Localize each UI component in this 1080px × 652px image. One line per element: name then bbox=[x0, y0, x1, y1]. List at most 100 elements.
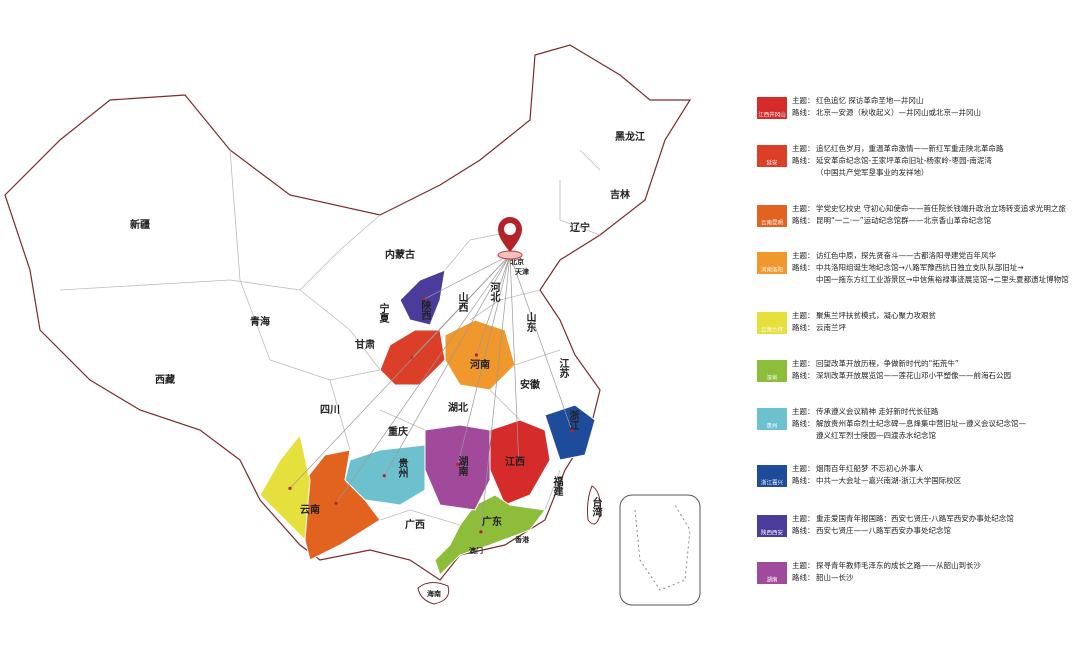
pin-hole bbox=[504, 223, 516, 235]
route-label: 路线： bbox=[792, 155, 815, 165]
province-label: 湖南 bbox=[456, 455, 468, 477]
theme-text: 访红色中原，探先贤奋斗——古都洛阳寻建党百年风华 bbox=[816, 250, 996, 260]
route-line bbox=[480, 254, 511, 532]
legend-tag: 贵州 bbox=[766, 422, 777, 430]
route-text: 云南兰坪 bbox=[816, 322, 846, 332]
legend-swatch bbox=[757, 562, 787, 584]
province-highlight bbox=[424, 424, 491, 511]
theme-label: 主题： bbox=[792, 463, 815, 473]
province-label: 河北 bbox=[488, 282, 500, 303]
province-highlight bbox=[544, 404, 596, 461]
south-sea-islands bbox=[634, 504, 691, 591]
route-line bbox=[457, 254, 511, 465]
legend-swatch bbox=[757, 205, 787, 227]
province-highlight bbox=[489, 419, 551, 506]
route-line bbox=[289, 254, 511, 489]
province-label: 天津 bbox=[515, 267, 529, 276]
route-lines bbox=[288, 254, 574, 534]
theme-label: 主题： bbox=[792, 310, 815, 320]
destination-dot bbox=[474, 353, 479, 357]
province-label: 台湾 bbox=[590, 496, 602, 518]
legend-swatch bbox=[757, 360, 787, 382]
destination-dot bbox=[382, 474, 386, 478]
route-label: 路线： bbox=[792, 107, 815, 117]
legend-swatch bbox=[757, 252, 787, 274]
theme-text: 追忆红色岁月，重温革命激情——新红军重走陕北革命路 bbox=[816, 143, 1004, 153]
province-label: 山东 bbox=[524, 311, 536, 333]
province-label: 山西 bbox=[456, 291, 468, 313]
legend-tag: 河南洛阳 bbox=[761, 266, 783, 274]
province-label: 吉林 bbox=[610, 188, 631, 201]
province-highlight bbox=[304, 449, 381, 561]
legend-swatch bbox=[757, 97, 787, 119]
province-label: 新疆 bbox=[130, 218, 150, 231]
route-text: 延安革命纪念馆-王家坪革命旧址-杨家岭-枣园-南泥湾 bbox=[816, 155, 992, 165]
province-highlight bbox=[259, 433, 311, 542]
province-label: 黑龙江 bbox=[615, 130, 645, 143]
province-label: 重庆 bbox=[388, 425, 408, 438]
theme-text: 传承遵义会议精神 走好新时代长征路 bbox=[816, 406, 939, 416]
destination-dot bbox=[456, 462, 460, 466]
theme-label: 主题： bbox=[792, 250, 815, 260]
province-label: 甘肃 bbox=[355, 338, 375, 351]
province-label: 澳门 bbox=[469, 546, 483, 555]
route-text: 深圳改革开放展览馆——莲花山邓小平塑像——前海石公园 bbox=[816, 370, 1011, 380]
province-label: 贵州 bbox=[396, 457, 409, 479]
legend-tag: 云南昆明 bbox=[761, 219, 784, 227]
province-label: 辽宁 bbox=[570, 221, 590, 234]
route-text: 昆明“一二·一”运动纪念馆群——北京香山革命纪念馆 bbox=[816, 215, 992, 225]
legend-tag: 湖南 bbox=[766, 576, 778, 584]
legend-swatch bbox=[757, 515, 787, 537]
province-label: 海南 bbox=[427, 589, 441, 598]
theme-text: 回望改革开放历程，争做新时代的“拓荒牛” bbox=[816, 358, 959, 368]
province-label: 香港 bbox=[514, 535, 530, 544]
hainan bbox=[417, 582, 450, 605]
route-text: 中国一拖东方红工业游景区→中信焦裕禄事迹展览馆→二里头夏都遗址博物馆 bbox=[816, 274, 1069, 284]
province-label: 湖北 bbox=[448, 401, 468, 414]
province-label: 江苏 bbox=[557, 357, 569, 379]
route-text: 解放贵州革命烈士纪念碑—息烽集中营旧址—遵义会议纪念馆— bbox=[816, 418, 1026, 428]
theme-label: 主题： bbox=[792, 560, 815, 570]
theme-label: 主题： bbox=[792, 143, 815, 153]
legend-tag: 浙江嘉兴 bbox=[761, 479, 784, 487]
route-label: 路线： bbox=[792, 215, 815, 225]
province-label: 云南 bbox=[300, 503, 320, 516]
route-text: 中共洛阳组诞生地纪念馆→八路军豫西抗日独立支队队部旧址→ bbox=[816, 262, 1024, 272]
route-text: 韶山—长沙 bbox=[816, 572, 854, 582]
theme-text: 探寻青年教师毛泽东的成长之路——从韶山到长沙 bbox=[816, 560, 981, 570]
province-label: 西藏 bbox=[155, 373, 175, 386]
route-line bbox=[476, 254, 511, 356]
province-label: 内蒙古 bbox=[385, 248, 415, 261]
destination-dot bbox=[422, 297, 426, 301]
legend-swatch bbox=[757, 312, 787, 334]
destination-dot bbox=[288, 486, 292, 490]
destination-dot bbox=[570, 429, 574, 433]
legend-tag: 江西井冈山 bbox=[758, 111, 786, 119]
theme-text: 烟雨百年红船梦 不忘初心外事人 bbox=[816, 463, 924, 473]
legend-tag: 延安 bbox=[766, 159, 778, 167]
theme-text: 聚焦兰坪扶贫模式，凝心聚力攻艰贫 bbox=[816, 310, 936, 320]
province-label: 陕西 bbox=[419, 299, 431, 321]
route-label: 路线： bbox=[792, 322, 815, 332]
route-line bbox=[424, 254, 511, 300]
province-label: 广西 bbox=[405, 518, 425, 531]
route-text: 遵义红军烈士陵园—四渡赤水纪念馆 bbox=[816, 430, 936, 440]
theme-text: 红色追忆 探访革命圣地—井冈山 bbox=[816, 95, 923, 105]
route-text: 中共一大会址—嘉兴南湖-浙江大学国际校区 bbox=[816, 475, 962, 485]
legend-tag: 云南兰坪 bbox=[761, 326, 784, 334]
route-label: 路线： bbox=[792, 262, 815, 272]
taiwan bbox=[587, 485, 601, 525]
destination-dot bbox=[334, 501, 338, 505]
destination-dot bbox=[516, 456, 521, 461]
route-line bbox=[383, 254, 511, 476]
province-highlight bbox=[434, 494, 546, 576]
route-line bbox=[509, 254, 573, 432]
route-label: 路线： bbox=[792, 418, 815, 428]
province-label: 广东 bbox=[482, 515, 502, 528]
legend-tag: 陕西西安 bbox=[761, 529, 784, 537]
province-label: 青海 bbox=[250, 315, 270, 328]
province-label: 四川 bbox=[320, 404, 340, 416]
route-text: 北京—安源（秋收起义）—井冈山或北京—井冈山 bbox=[816, 107, 981, 117]
